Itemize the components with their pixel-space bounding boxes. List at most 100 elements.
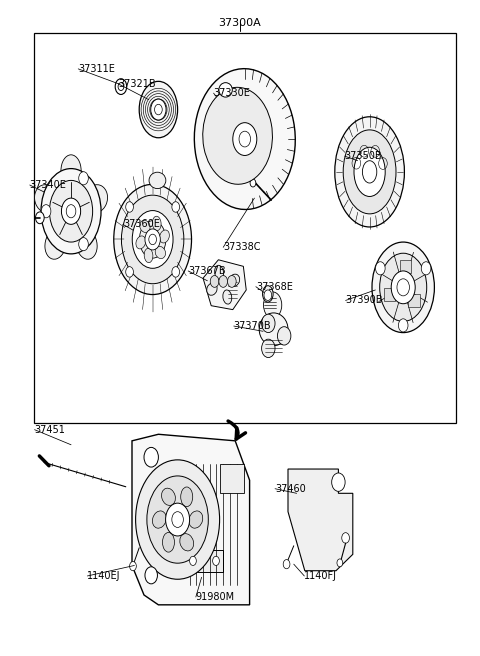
Ellipse shape [166,503,190,536]
Ellipse shape [144,447,158,467]
Ellipse shape [114,184,192,295]
Ellipse shape [190,556,196,565]
Ellipse shape [264,292,282,318]
Ellipse shape [144,248,153,262]
Ellipse shape [85,185,108,213]
Ellipse shape [36,212,44,224]
Ellipse shape [145,567,157,584]
Ellipse shape [229,274,240,286]
Ellipse shape [45,229,66,259]
Ellipse shape [335,117,405,227]
Ellipse shape [398,319,408,332]
Text: 37460: 37460 [275,483,306,494]
Ellipse shape [342,533,349,543]
Ellipse shape [136,236,146,249]
Ellipse shape [332,473,345,491]
Polygon shape [132,434,250,605]
Text: 37370B: 37370B [234,321,271,331]
Text: 1140EJ: 1140EJ [87,571,121,581]
Ellipse shape [233,123,257,155]
Text: 37311E: 37311E [78,64,115,74]
Ellipse shape [354,147,385,197]
Ellipse shape [263,286,273,302]
Ellipse shape [380,253,427,321]
Ellipse shape [223,290,232,304]
Text: 37321B: 37321B [119,79,156,89]
Ellipse shape [121,195,184,283]
Ellipse shape [79,172,88,185]
Text: 37390B: 37390B [346,295,383,306]
Ellipse shape [250,179,256,187]
Text: 37350B: 37350B [345,151,382,161]
Ellipse shape [159,230,169,243]
Ellipse shape [194,69,295,209]
Ellipse shape [215,265,224,279]
Ellipse shape [61,198,81,224]
Text: 1140FJ: 1140FJ [304,571,337,581]
Text: 37451: 37451 [35,424,65,435]
Bar [220,464,244,493]
Text: 37368E: 37368E [256,281,293,292]
Ellipse shape [145,229,160,250]
Text: 37330E: 37330E [214,88,251,98]
Text: 91980M: 91980M [196,592,235,602]
Ellipse shape [162,533,175,552]
Ellipse shape [153,511,166,528]
Ellipse shape [152,216,161,231]
Ellipse shape [207,283,217,295]
Bar [188,550,223,572]
Ellipse shape [262,314,275,333]
Ellipse shape [135,460,219,579]
Ellipse shape [375,262,385,275]
Ellipse shape [172,202,180,213]
Ellipse shape [126,202,133,213]
Ellipse shape [264,290,272,300]
Ellipse shape [219,83,232,97]
Text: 37367B: 37367B [188,266,226,276]
Ellipse shape [262,339,275,358]
Bar [384,288,396,301]
Ellipse shape [140,220,150,232]
Ellipse shape [126,266,133,277]
Ellipse shape [76,229,97,259]
Ellipse shape [41,205,51,218]
Ellipse shape [219,276,228,287]
Ellipse shape [151,99,166,120]
Ellipse shape [277,327,291,345]
Ellipse shape [343,130,396,214]
Ellipse shape [189,511,203,528]
Text: 37300A: 37300A [218,18,262,28]
Ellipse shape [132,211,173,268]
Ellipse shape [139,81,178,138]
Ellipse shape [61,155,81,186]
Ellipse shape [337,559,343,567]
Text: 37340E: 37340E [30,180,67,190]
Ellipse shape [41,169,101,254]
Bar [34,33,456,423]
Ellipse shape [421,262,431,275]
Ellipse shape [147,476,208,563]
Ellipse shape [203,87,273,184]
Ellipse shape [228,276,236,287]
Ellipse shape [283,560,290,569]
Ellipse shape [391,271,415,304]
Ellipse shape [180,533,193,551]
Ellipse shape [140,220,166,258]
Text: 37338C: 37338C [223,242,261,253]
Ellipse shape [162,488,175,506]
Ellipse shape [362,161,377,183]
Bar [400,260,411,273]
Ellipse shape [172,266,180,277]
Ellipse shape [49,180,93,242]
Ellipse shape [149,173,166,189]
Ellipse shape [180,487,193,506]
Ellipse shape [372,242,434,333]
Ellipse shape [130,562,136,571]
Polygon shape [203,260,246,310]
Bar [408,295,420,308]
Ellipse shape [155,247,166,258]
Ellipse shape [259,313,288,346]
Text: 37360E: 37360E [123,219,160,230]
Ellipse shape [210,276,219,287]
Polygon shape [288,469,353,571]
